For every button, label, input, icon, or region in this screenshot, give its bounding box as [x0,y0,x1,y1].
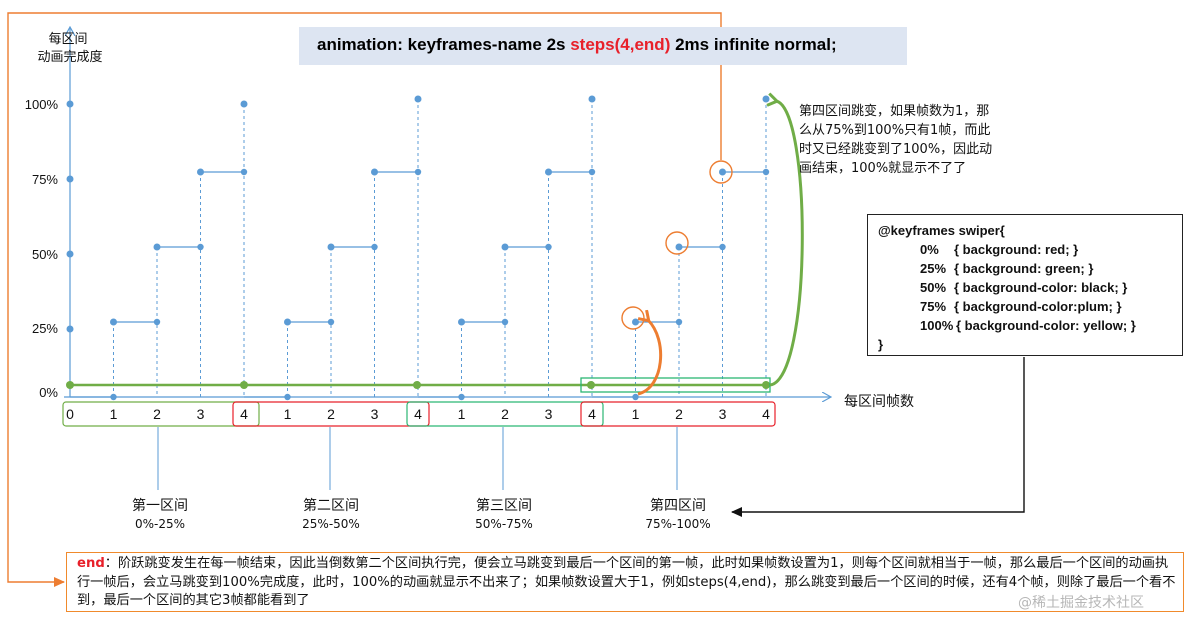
step-dot [762,95,770,103]
interval4-name: 第四区间 [650,497,706,514]
title-suffix: 2ms infinite normal; [670,35,837,54]
y-tick-25: 25% [32,321,58,336]
frame-label: 4 [414,406,422,422]
frame-label: 0 [66,406,74,422]
frame-label: 3 [197,406,205,422]
title-highlight: steps(4,end) [570,35,671,54]
frame-label: 3 [371,406,379,422]
frame-label: 1 [110,406,118,422]
frame-label: 2 [501,406,509,422]
step-dot [371,168,378,176]
frame-label: 4 [762,406,770,422]
interval1-frame-box [62,401,260,427]
step-dot [501,243,509,251]
interval2-range: 25%-50% [302,517,360,531]
step-dot [719,168,726,176]
step-dot [197,168,204,176]
y-tick-0: 0% [39,385,58,400]
step-dot [240,100,248,108]
green-dot [762,381,770,389]
frame-label: 1 [632,406,640,422]
frame-label: 2 [327,406,335,422]
y-axis-dot [66,250,74,258]
frame-label: 4 [588,406,596,422]
interval3-name: 第三区间 [476,497,532,514]
title-bar: animation: keyframes-name 2s steps(4,end… [299,27,907,65]
y-axis-dot [66,175,74,183]
step-dot [153,243,161,251]
keyframe-25-rule: { background: green; } [954,261,1094,276]
y-axis-dot [66,325,74,333]
y-axis-dot [66,100,74,108]
step-dot [458,318,465,326]
frame-label: 1 [458,406,466,422]
keyframe-50-rule: { background-color: black; } [954,280,1128,295]
black-connector [731,357,1025,517]
interval1-name: 第一区间 [132,497,188,514]
frame-label: 4 [240,406,248,422]
frame-label: 1 [284,406,292,422]
interval3-frame-box [406,401,604,427]
step-dot [458,393,465,401]
keyframe-0-key: 0% [920,242,939,257]
step-dot [588,95,596,103]
y-tick-50: 50% [32,247,58,262]
keyframe-25-key: 25% [920,261,947,276]
interval2-frame-box [232,401,430,427]
green-dot [240,381,248,389]
interval1-range: 0%-25% [135,517,185,531]
highlight-circle-25 [621,306,645,330]
keyframes-box: @keyframes swiper{ 0% { background: red;… [867,214,1183,356]
keyframe-0-rule: { background: red; } [954,242,1079,257]
interval4-frame-box [580,401,776,427]
orange-jump-arrow [637,320,663,396]
y-axis-label-line2: 动画完成度 [37,49,102,65]
keyframe-75-key: 75% [920,299,947,314]
green-jump-arrow [770,101,804,387]
step-dot [110,393,117,401]
watermark: @稀土掘金技术社区 [1018,595,1144,611]
end-explanation-text: ：阶跃跳变发生在每一帧结束，因此当倒数第二个区间执行完，便会立马跳变到最后一个区… [77,556,1176,608]
step-dot [414,95,422,103]
keyframe-75-rule: { background-color:plum; } [954,299,1122,314]
keyframe-100-rule: { background-color: yellow; } [956,318,1136,333]
keyframe-100-key: 100% [920,318,954,333]
interval4-range: 75%-100% [645,517,710,531]
end-explanation-box: end：阶跃跳变发生在每一帧结束，因此当倒数第二个区间执行完，便会立马跳变到最后… [66,552,1184,612]
frame-label: 3 [719,406,727,422]
step-dot [284,318,291,326]
keyframes-tail: } [878,337,884,352]
green-dot [413,381,421,389]
fourth-interval-note: 第四区间跳变，如果帧数为1，那么从75%到100%只有1帧，而此时又已经跳变到了… [799,104,993,176]
y-tick-75: 75% [32,172,58,187]
interval2-name: 第二区间 [303,497,359,514]
step-dot [110,318,117,326]
step-dot [675,243,683,251]
frame-label: 2 [153,406,161,422]
step-dot [545,168,552,176]
keyframe-50-key: 50% [920,280,947,295]
step-dot [632,393,639,401]
title-prefix: animation: keyframes-name 2s [317,35,571,54]
highlight-circle-75 [709,160,733,184]
green-dot [587,381,595,389]
frame-label: 3 [545,406,553,422]
title-text: animation: keyframes-name 2s steps(4,end… [317,35,837,55]
step-dot [284,393,291,401]
green-dot [66,381,74,389]
end-keyword: end [77,556,105,571]
keyframes-head: @keyframes swiper{ [878,223,1005,238]
y-axis-label-line1: 每区间 [48,31,87,47]
frame-label: 2 [675,406,683,422]
step-dot [327,243,335,251]
x-axis-label: 每区间帧数 [844,394,914,410]
highlight-circle-50 [665,231,689,255]
end-explanation: end：阶跃跳变发生在每一帧结束，因此当倒数第二个区间执行完，便会立马跳变到最后… [77,555,1177,611]
step-dot [632,318,639,326]
interval3-range: 50%-75% [475,517,533,531]
orange-connector-top [7,12,722,587]
y-tick-100: 100% [25,97,59,112]
